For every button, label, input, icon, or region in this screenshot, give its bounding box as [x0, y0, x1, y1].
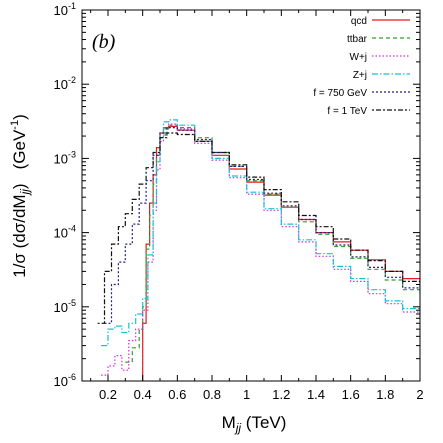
- legend-label: f = 750 GeV: [313, 88, 367, 99]
- y-tick-label: 10-6: [54, 372, 76, 389]
- y-tick-label: 10-2: [54, 75, 76, 92]
- y-axis-label: 1/σ (dσ/dMjj)(GeV-1): [9, 114, 32, 278]
- x-tick-label: 1: [243, 387, 250, 402]
- x-axis: 0.2 0.4 0.6 0.8 1 1.2 1.4 1.6 1.8 2: [90, 10, 424, 402]
- series-line: [101, 123, 420, 376]
- legend-label: W+j: [350, 52, 368, 63]
- x-tick-label: 1.4: [307, 387, 325, 402]
- x-tick-label: 1.6: [342, 387, 360, 402]
- legend-label: Z+j: [353, 70, 367, 81]
- legend: qcd ttbar W+j Z+j f = 750 GeV f = 1 TeV: [313, 16, 410, 117]
- series-line: [97, 132, 420, 324]
- x-tick-label: 0.6: [168, 387, 186, 402]
- x-tick-label: 1.8: [376, 387, 394, 402]
- x-axis-label: Mjj (TeV): [222, 413, 287, 435]
- x-tick-label: 2: [416, 387, 423, 402]
- y-tick-label: 10-4: [54, 224, 76, 241]
- series-line: [125, 124, 420, 363]
- x-tick-label: 0.8: [203, 387, 221, 402]
- chart-marks: [97, 119, 420, 381]
- x-tick-label: 0.4: [134, 387, 152, 402]
- legend-label: ttbar: [347, 34, 368, 45]
- plot-frame: [81, 9, 421, 382]
- series-line: [142, 125, 420, 381]
- y-tick-label: 10-1: [54, 1, 76, 18]
- series-line: [101, 119, 420, 347]
- x-tick-label: 0.2: [99, 387, 117, 402]
- panel-label: (b): [92, 31, 116, 53]
- y-tick-label: 10-5: [54, 298, 76, 315]
- legend-label: f = 1 TeV: [327, 106, 367, 117]
- y-axis: 10-6 10-5 10-4 10-3 10-2 10-1: [54, 1, 420, 389]
- legend-label: qcd: [351, 16, 367, 27]
- y-tick-label: 10-3: [54, 149, 76, 166]
- x-tick-label: 1.2: [272, 387, 290, 402]
